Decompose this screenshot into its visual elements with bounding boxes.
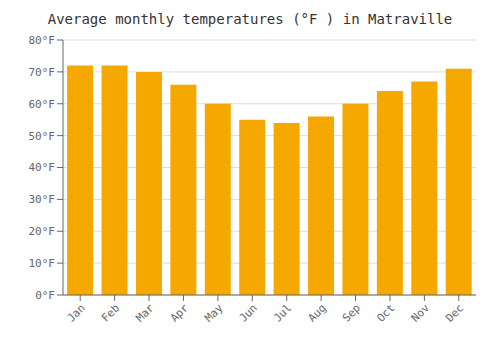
- svg-text:80°F: 80°F: [29, 34, 56, 47]
- svg-text:40°F: 40°F: [29, 161, 56, 174]
- svg-text:10°F: 10°F: [29, 257, 56, 270]
- html-text:Average monthly temperatures (: Average monthly temperatures (°F ) in Ma…: [47, 11, 453, 27]
- svg-text:Mar: Mar: [133, 301, 157, 325]
- svg-text:Jun: Jun: [237, 301, 260, 324]
- svg-text:Jul: Jul: [271, 301, 294, 324]
- svg-text:Feb: Feb: [99, 301, 122, 324]
- svg-text:70°F: 70°F: [29, 66, 56, 79]
- svg-text:60°F: 60°F: [29, 98, 56, 111]
- svg-text:May: May: [202, 301, 226, 325]
- svg-text:Sep: Sep: [340, 301, 363, 324]
- svg-text:Apr: Apr: [168, 301, 192, 325]
- svg-text:Aug: Aug: [306, 301, 329, 324]
- svg-text:Oct: Oct: [374, 301, 397, 324]
- svg-text:0°F: 0°F: [35, 289, 55, 302]
- svg-text:Dec: Dec: [443, 301, 466, 324]
- svg-text:30°F: 30°F: [29, 193, 56, 206]
- svg-text:50°F: 50°F: [29, 130, 56, 143]
- svg-text:Jan: Jan: [65, 301, 88, 324]
- svg-text:Nov: Nov: [409, 301, 433, 325]
- svg-text:20°F: 20°F: [29, 225, 56, 238]
